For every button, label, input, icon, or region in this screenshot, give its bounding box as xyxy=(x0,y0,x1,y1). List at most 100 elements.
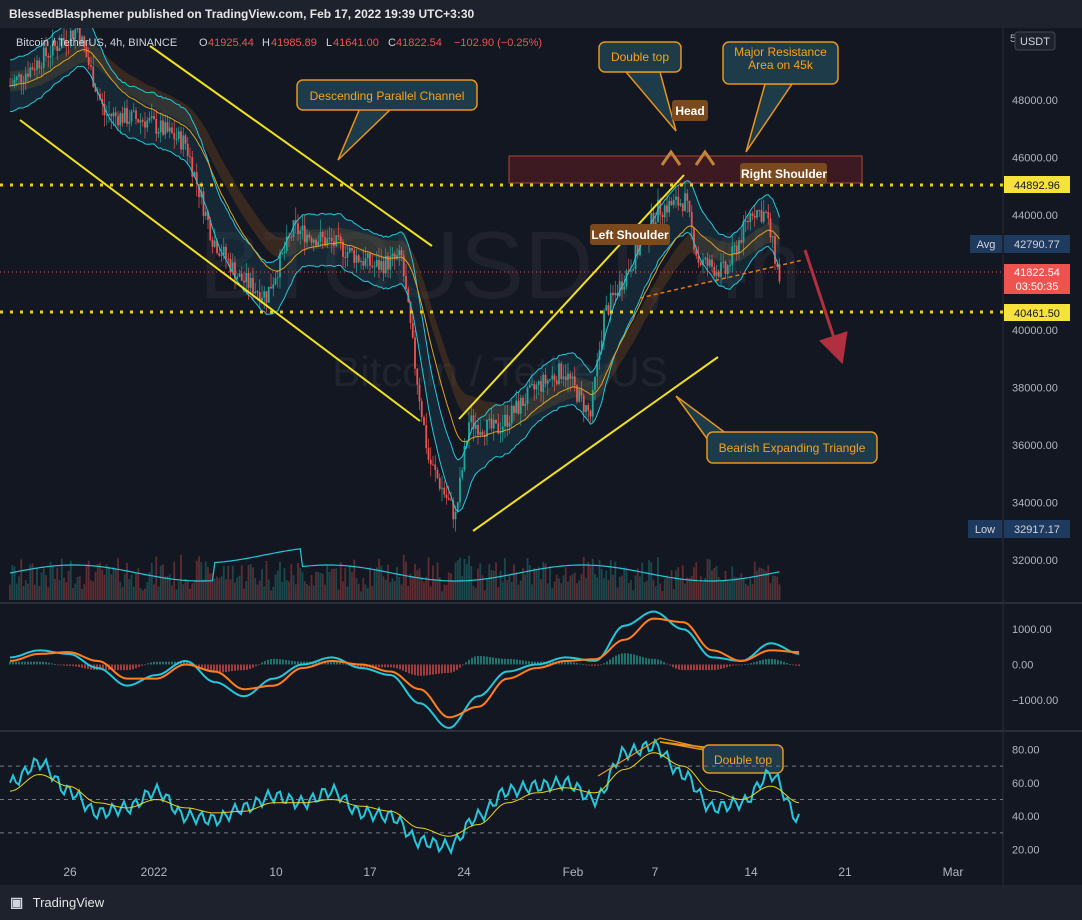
volume-bar xyxy=(227,565,230,600)
annotation-right-shoulder[interactable]: Right Shoulder xyxy=(740,163,827,184)
volume-bar xyxy=(328,571,331,600)
rsi-pane[interactable]: 80.00 60.00 40.00 20.00 xyxy=(0,737,1040,857)
candle-body xyxy=(171,127,173,134)
candle-body xyxy=(436,470,439,478)
candle-body xyxy=(360,261,362,263)
macd-histogram-bar xyxy=(549,661,551,665)
annotation-bearish-triangle[interactable]: Bearish Expanding Triangle xyxy=(706,431,878,464)
volume-bar xyxy=(11,565,14,600)
macd-histogram-bar xyxy=(330,661,332,665)
candle-body xyxy=(270,286,272,289)
candle-body xyxy=(443,487,446,495)
triangle-lower-line[interactable] xyxy=(472,356,719,532)
macd-histogram-bar xyxy=(306,661,308,665)
price-label-upper-level[interactable]: 44892.96 xyxy=(1004,176,1070,193)
macd-histogram-bar xyxy=(297,661,299,665)
volume-bar xyxy=(731,566,734,600)
volume-bar xyxy=(265,560,268,600)
symbol-legend[interactable]: Bitcoin / TetherUS, 4h, BINANCE O 41925.… xyxy=(16,37,542,49)
currency-badge[interactable]: USDT xyxy=(1014,31,1056,51)
price-label-low[interactable]: Low 32917.17 xyxy=(968,520,1070,538)
volume-bar xyxy=(634,575,637,600)
volume-bar xyxy=(171,585,173,600)
macd-histogram-bar xyxy=(522,660,524,665)
ohlc-low: 41641.00 xyxy=(333,37,379,49)
price-label-last[interactable]: 41822.54 03:50:35 xyxy=(1004,264,1070,294)
candle-body xyxy=(735,245,738,254)
candle-body xyxy=(87,57,90,65)
volume-bar xyxy=(94,571,97,600)
candle-body xyxy=(400,250,403,256)
annotation-head[interactable]: Head xyxy=(672,100,708,121)
volume-bar xyxy=(87,560,90,600)
channel-lower-line[interactable] xyxy=(19,119,421,422)
candle-body xyxy=(164,122,167,135)
macd-histogram-bar xyxy=(525,660,527,665)
volume-bar xyxy=(234,582,236,600)
volume-bar xyxy=(492,570,495,600)
candle-body xyxy=(18,74,20,77)
candle-body xyxy=(497,423,500,434)
volume-bar xyxy=(603,578,605,600)
candle-body xyxy=(267,286,270,303)
volume-bar xyxy=(218,578,221,600)
time-axis[interactable]: 26 2022 10 17 24 Feb 7 14 21 Mar xyxy=(63,865,963,879)
volume-bar xyxy=(738,577,740,600)
channel-upper-line[interactable] xyxy=(149,45,433,247)
candle-body xyxy=(330,237,333,242)
candle-body xyxy=(335,235,338,246)
bearish-arrow xyxy=(803,249,848,365)
macd-histogram-bar xyxy=(417,664,419,676)
annotation-major-resistance[interactable]: Major Resistance Area on 45k xyxy=(722,41,839,85)
annotation-left-shoulder[interactable]: Left Shoulder xyxy=(590,224,670,245)
candle-body xyxy=(36,60,38,70)
price-axis[interactable]: 32000.00 34000.00 36000.00 38000.00 40000.00… xyxy=(1012,95,1058,567)
annotation-rsi-double-top[interactable]: Double top xyxy=(702,744,784,774)
macd-histogram-bar xyxy=(135,664,137,669)
candle-body xyxy=(513,405,515,413)
volume-bar xyxy=(83,584,86,600)
candles[interactable] xyxy=(9,28,781,532)
macd-histogram-bar xyxy=(225,664,227,673)
annotation-double-top[interactable]: Double top xyxy=(598,41,682,73)
annotation-descending-channel[interactable]: Descending Parallel Channel xyxy=(296,79,478,111)
volume-bar xyxy=(650,562,653,600)
candle-body xyxy=(528,384,531,388)
candle-body xyxy=(438,477,441,489)
macd-histogram-bar xyxy=(621,653,623,665)
time-tick-label: 10 xyxy=(269,865,283,879)
candle-body xyxy=(49,55,52,58)
macd-histogram-bar xyxy=(405,664,407,672)
volume-bar xyxy=(517,584,520,600)
candle-body xyxy=(20,74,23,83)
volume-bar xyxy=(216,576,218,600)
volume-bar xyxy=(625,567,628,600)
macd-histogram-bar xyxy=(15,661,17,665)
candle-body xyxy=(490,418,493,429)
candle-body xyxy=(459,477,461,503)
volume-bar xyxy=(630,579,632,600)
macd-pane[interactable]: 1000.00 0.00 −1000.00 xyxy=(9,610,1058,729)
triangle-upper-line[interactable] xyxy=(458,174,685,420)
price-label-lower-level[interactable]: 40461.50 xyxy=(1004,304,1070,321)
candle-body xyxy=(114,112,117,116)
candle-body xyxy=(765,211,767,213)
volume-bar xyxy=(585,577,587,600)
macd-histogram-bar xyxy=(105,664,107,671)
volume-bar xyxy=(180,554,182,600)
volume-bar xyxy=(40,572,43,600)
volume-bar xyxy=(445,584,448,600)
candle-body xyxy=(569,373,572,379)
price-label-avg[interactable]: Avg 42790.77 xyxy=(970,235,1070,253)
volume-bar xyxy=(549,566,551,600)
volume-bar xyxy=(774,575,776,600)
volume-bar xyxy=(243,588,245,600)
macd-histogram-bar xyxy=(534,661,536,665)
chart-area[interactable]: BTCUSDT, 4h Bitcoin / TetherUS Descendin… xyxy=(0,28,1082,885)
macd-histogram-bar xyxy=(174,661,176,665)
macd-histogram-bar xyxy=(732,664,734,666)
volume-bar xyxy=(434,579,437,600)
volume-bar xyxy=(461,575,464,600)
candle-body xyxy=(393,253,396,259)
volume-bar xyxy=(614,561,617,600)
